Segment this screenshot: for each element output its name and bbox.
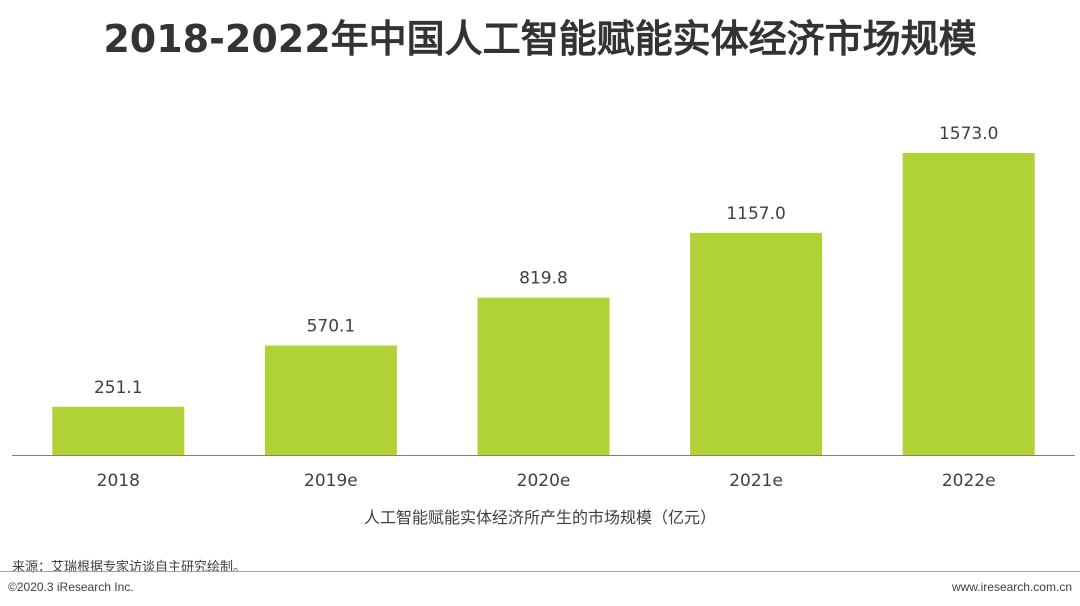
x-tick-label-2021e: 2021e <box>729 471 783 491</box>
website-text: www.iresearch.com.cn <box>951 580 1072 594</box>
data-label-2018: 251.1 <box>94 378 143 398</box>
data-label-2021e: 1157.0 <box>726 204 785 224</box>
footer-divider <box>0 571 1080 572</box>
x-tick-label-2018: 2018 <box>97 471 140 491</box>
chart-title: 2018-2022年中国人工智能赋能实体经济市场规模 <box>103 17 977 61</box>
bar-2018 <box>52 406 185 455</box>
copyright-text: ©2020.3 iResearch Inc. <box>8 580 134 594</box>
legend-label: 人工智能赋能实体经济所产生的市场规模（亿元） <box>364 508 716 527</box>
bar-2019e <box>264 345 397 455</box>
bar-2022e <box>902 153 1035 455</box>
x-tick-label-2019e: 2019e <box>304 471 358 491</box>
data-label-2020e: 819.8 <box>519 269 568 289</box>
bar-2020e <box>477 297 610 455</box>
x-tick-label-2022e: 2022e <box>942 471 996 491</box>
data-label-2022e: 1573.0 <box>939 124 998 144</box>
data-label-2019e: 570.1 <box>307 317 356 337</box>
x-tick-label-2020e: 2020e <box>517 471 571 491</box>
source-note: 来源：艾瑞根据专家访谈自主研究绘制。 <box>12 560 247 575</box>
bar-2021e <box>690 232 823 455</box>
